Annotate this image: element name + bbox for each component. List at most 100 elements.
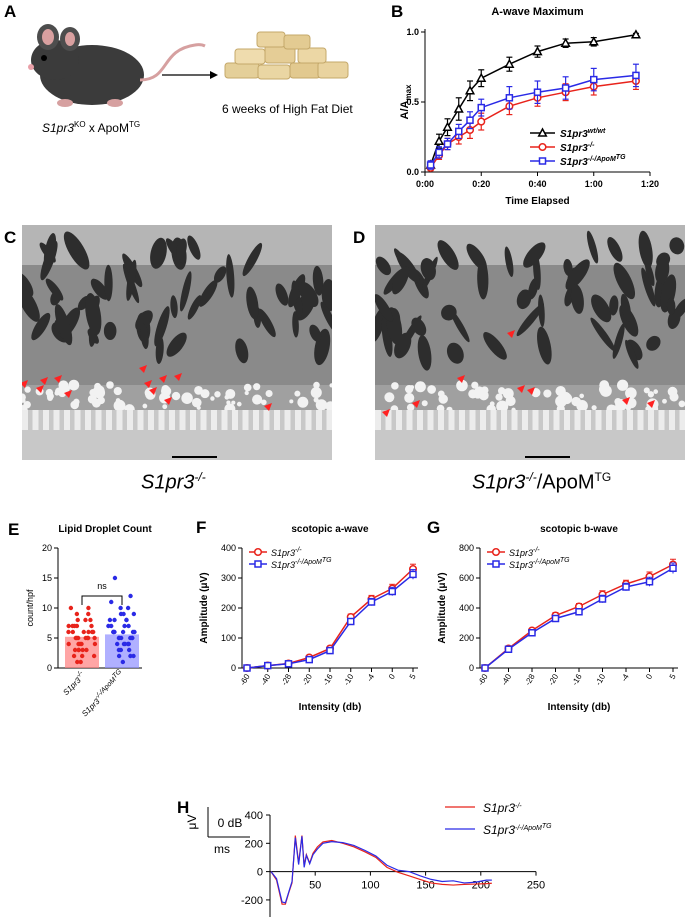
organelle bbox=[103, 321, 117, 341]
organelle bbox=[609, 295, 619, 316]
organelle bbox=[54, 304, 73, 346]
microvilli bbox=[32, 410, 39, 430]
organelle bbox=[166, 332, 187, 357]
y-tick-label: 300 bbox=[221, 573, 236, 583]
panel-letter-h: H bbox=[177, 798, 190, 817]
microvilli bbox=[127, 410, 133, 430]
arrow-icon bbox=[162, 71, 218, 79]
x-tick-label: -4 bbox=[619, 672, 631, 683]
vesicle bbox=[313, 381, 320, 389]
lipid-droplet-arrow bbox=[412, 400, 420, 408]
microvilli bbox=[648, 410, 654, 430]
data-point bbox=[76, 647, 81, 653]
x-tick-label: 250 bbox=[527, 880, 545, 892]
vesicle bbox=[653, 389, 659, 394]
series-line bbox=[484, 563, 674, 669]
data-point bbox=[505, 94, 514, 102]
x-tick-label: -4 bbox=[365, 672, 377, 683]
scale-bar-label-db: 0 dB bbox=[218, 816, 243, 830]
vesicle bbox=[253, 383, 261, 391]
lipid-droplet-arrow bbox=[264, 403, 272, 411]
organelle bbox=[516, 289, 532, 310]
data-point bbox=[453, 103, 464, 113]
y-tick-label: 0.0 bbox=[406, 167, 419, 177]
y-tick-label: 0 bbox=[231, 663, 236, 673]
organelle bbox=[437, 240, 459, 270]
lipid-droplet-arrow bbox=[507, 330, 515, 338]
data-point bbox=[89, 623, 94, 629]
vesicle bbox=[162, 404, 168, 410]
vesicle bbox=[58, 389, 67, 398]
data-point bbox=[125, 641, 131, 647]
microvilli bbox=[274, 410, 280, 430]
lipid-droplet-arrow bbox=[174, 373, 182, 381]
data-point bbox=[125, 605, 131, 611]
x-tick-label: S1pr3-/- bbox=[60, 669, 88, 697]
x-tick-label: 0 bbox=[644, 672, 654, 681]
vesicle bbox=[252, 394, 263, 405]
organelle bbox=[321, 278, 332, 312]
microvilli bbox=[43, 410, 49, 430]
vesicle bbox=[261, 399, 267, 406]
x-tick-label: -16 bbox=[321, 672, 335, 687]
vesicle bbox=[58, 380, 69, 391]
data-point bbox=[120, 629, 126, 635]
data-point bbox=[669, 564, 677, 572]
x-tick-label: 1:00 bbox=[585, 179, 603, 189]
organelle bbox=[292, 311, 299, 338]
significance-label: ns bbox=[97, 581, 107, 591]
panel-letter-g: G bbox=[427, 518, 441, 537]
y-tick-label: 100 bbox=[221, 633, 236, 643]
y-axis-label: Amplitude (μV) bbox=[199, 572, 210, 643]
x-tick-label: -28 bbox=[280, 672, 294, 687]
y-axis-label: count/hpf bbox=[25, 589, 35, 627]
data-point bbox=[112, 617, 117, 623]
legend-marker bbox=[492, 560, 500, 568]
legend-label: S1pr3-/- bbox=[509, 547, 540, 558]
data-point bbox=[92, 641, 98, 647]
organelle bbox=[246, 286, 259, 320]
y-tick-label: 400 bbox=[221, 543, 236, 553]
data-point bbox=[590, 75, 598, 84]
caption-c: S1pr3-/- bbox=[141, 470, 206, 494]
series-1 bbox=[481, 562, 677, 672]
vesicle bbox=[225, 388, 236, 399]
chart-e: Lipid Droplet Count 0 5 10 15 20 count/hpf S1pr… bbox=[25, 524, 152, 718]
data-point bbox=[464, 85, 476, 95]
data-point bbox=[86, 605, 91, 611]
microvilli bbox=[106, 410, 112, 430]
microvilli bbox=[158, 410, 165, 430]
microvilli bbox=[211, 410, 217, 430]
organelle bbox=[226, 254, 235, 298]
microvilli bbox=[385, 410, 392, 430]
scale-bar-label-ms: ms bbox=[214, 842, 230, 856]
data-point bbox=[85, 635, 90, 641]
organelle bbox=[242, 242, 263, 277]
legend-label: S1pr3-/-/ApoMTG bbox=[560, 154, 626, 168]
mouse-cross-label: S1pr3KO x ApoMTG bbox=[42, 120, 141, 135]
y-tick-label: 200 bbox=[245, 838, 263, 850]
data-point bbox=[126, 623, 131, 629]
vesicle bbox=[73, 398, 80, 406]
microvilli bbox=[305, 410, 312, 430]
microvilli bbox=[417, 410, 423, 430]
vesicle bbox=[236, 401, 242, 407]
lipid-droplet-arrow bbox=[517, 385, 525, 393]
data-point bbox=[367, 598, 376, 606]
data-point bbox=[264, 661, 272, 670]
microvilli bbox=[375, 410, 381, 430]
vesicle bbox=[678, 400, 685, 408]
vesicle bbox=[87, 394, 97, 404]
organelle bbox=[176, 238, 187, 260]
data-point bbox=[131, 611, 137, 617]
y-tick-label: 800 bbox=[459, 543, 474, 553]
x-tick-label: -60 bbox=[238, 672, 252, 687]
data-point bbox=[126, 647, 132, 653]
vesicle bbox=[497, 387, 506, 395]
data-point bbox=[111, 629, 116, 635]
microvilli bbox=[396, 410, 402, 430]
lipid-droplet-arrow bbox=[164, 397, 172, 405]
data-point bbox=[455, 127, 463, 136]
organelle bbox=[179, 271, 192, 312]
